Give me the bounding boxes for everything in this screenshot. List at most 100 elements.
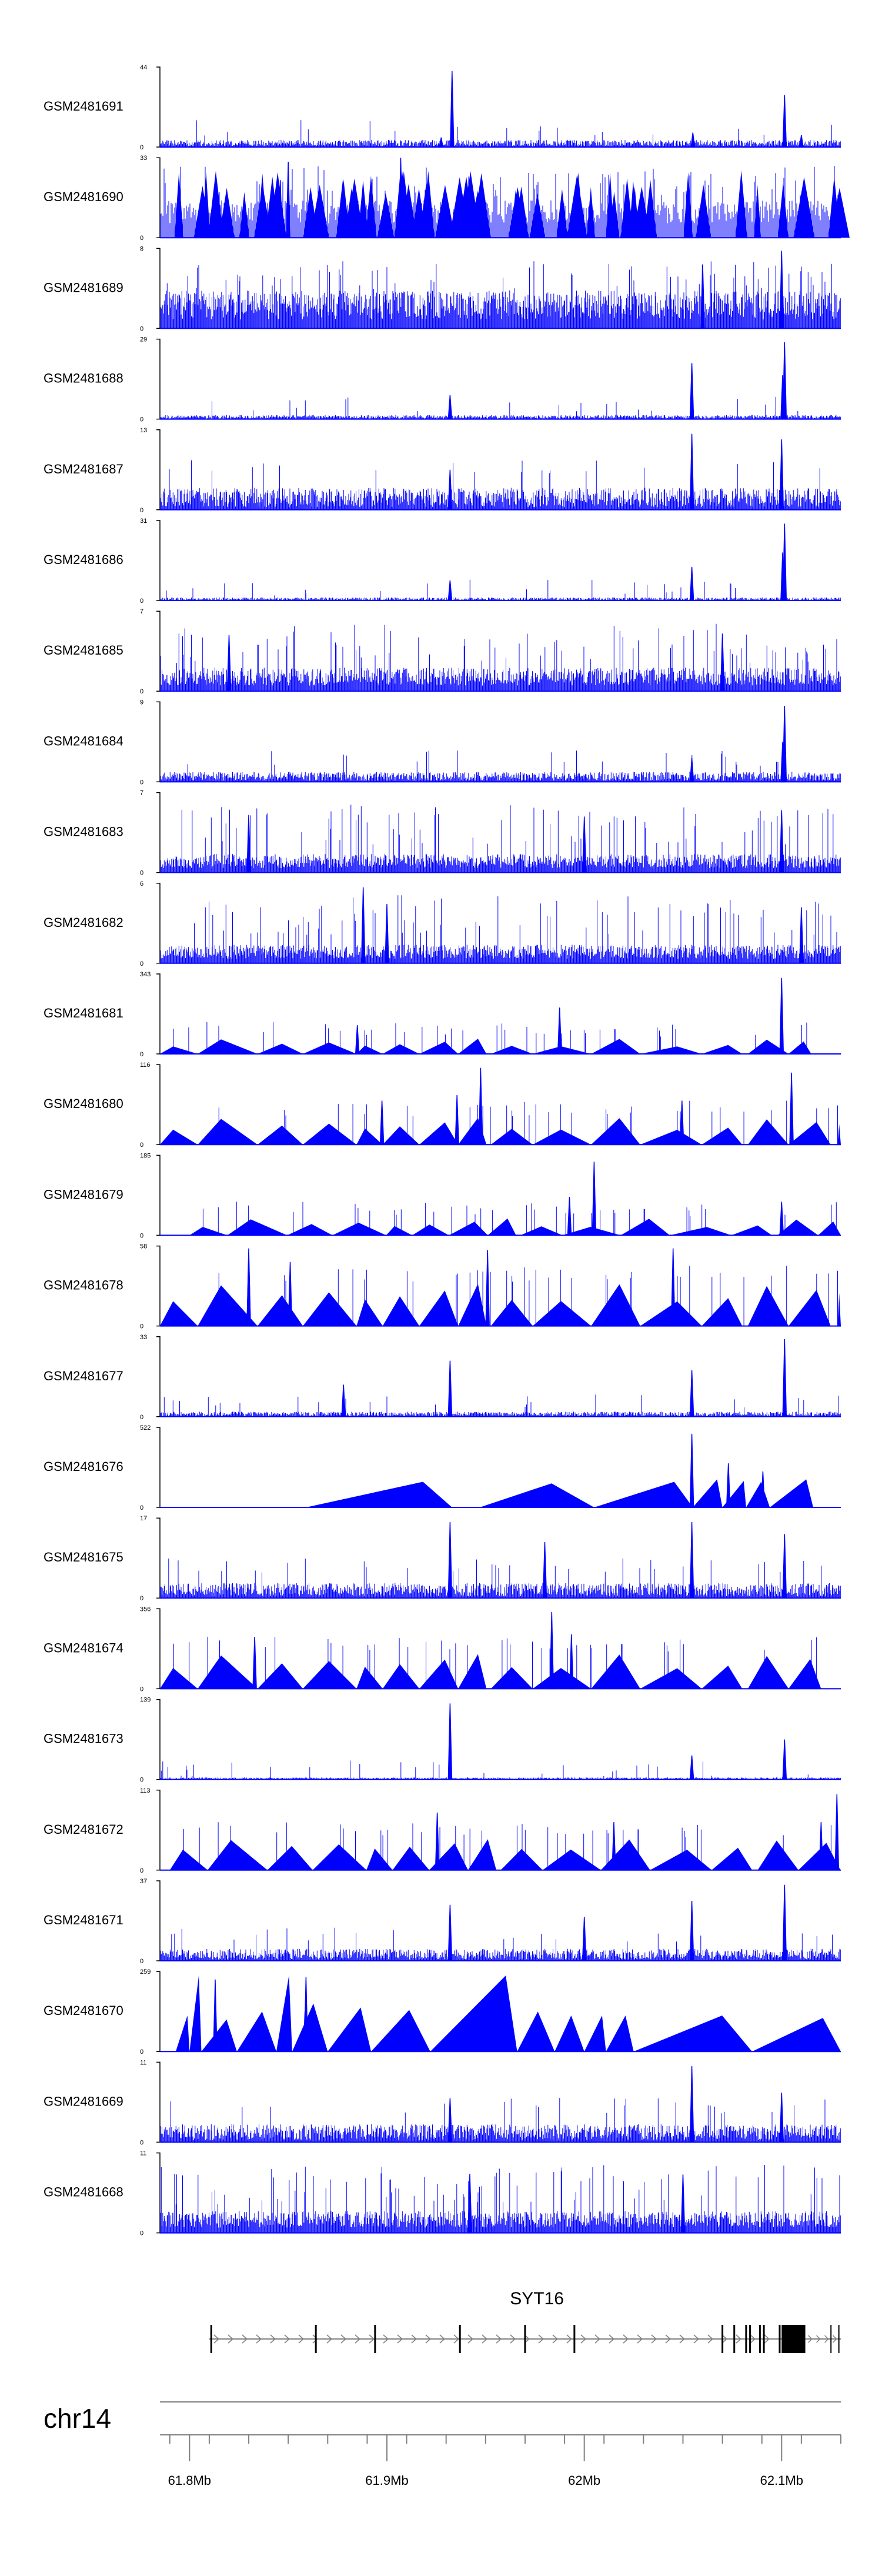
track-GSM2481676: GSM2481676 522 0	[44, 1424, 841, 1511]
track-ymin-label: 0	[140, 598, 143, 605]
track-ymax-label: 13	[140, 427, 147, 434]
track-y-axis	[156, 66, 161, 148]
exon-block	[781, 2325, 806, 2353]
signal-triangles	[160, 1117, 841, 1145]
strand-chevrons	[213, 2334, 837, 2344]
track-ymax-label: 11	[140, 2059, 146, 2066]
track-label: GSM2481680	[44, 1096, 123, 1111]
track-y-axis	[156, 792, 161, 873]
track-GSM2481686: GSM2481686 31 0	[44, 518, 841, 605]
track-ymax-label: 356	[140, 1606, 151, 1613]
signal-segments	[175, 1976, 841, 2052]
track-label: GSM2481686	[44, 552, 123, 567]
track-ymax-label: 113	[140, 1787, 151, 1794]
exon	[524, 2325, 526, 2353]
track-label: GSM2481673	[44, 1731, 123, 1746]
track-label: GSM2481668	[44, 2185, 123, 2200]
gene-model-syt16: SYT16	[209, 2289, 841, 2353]
track-GSM2481671: GSM2481671 37 0	[44, 1878, 841, 1965]
exon	[459, 2325, 461, 2353]
signal-bars	[160, 2165, 841, 2233]
track-ymax-label: 37	[140, 1878, 147, 1885]
signal-triangles	[169, 1839, 841, 1870]
track-signal	[160, 251, 841, 329]
track-label: GSM2481691	[44, 99, 123, 114]
track-label: GSM2481685	[44, 643, 123, 658]
track-label: GSM2481671	[44, 1913, 123, 1927]
signal-spikes	[183, 1822, 837, 1870]
track-ymin-label: 0	[140, 1323, 143, 1330]
track-GSM2481668: GSM2481668 11 0	[44, 2150, 841, 2237]
signal-spikes	[173, 1637, 817, 1689]
track-ymin-label: 0	[140, 2048, 143, 2056]
track-label: GSM2481687	[44, 462, 123, 476]
track-signal	[169, 1794, 841, 1871]
track-signal	[160, 887, 841, 964]
track-GSM2481672: GSM2481672 113 0	[44, 1787, 841, 1874]
track-GSM2481688: GSM2481688 29 0	[44, 336, 841, 423]
track-GSM2481674: GSM2481674 356 0	[44, 1606, 841, 1693]
track-ymin-label: 0	[140, 2230, 143, 2237]
track-signal	[189, 1162, 841, 1236]
chromosome-label: chr14	[44, 2403, 111, 2434]
signal-tracks: GSM2481691440GSM2481690330GSM248168980GS…	[44, 64, 850, 2237]
track-GSM2481675: GSM2481675 17 0	[44, 1515, 841, 1602]
track-ymax-label: 9	[140, 699, 143, 706]
track-ymin-label: 0	[140, 779, 143, 786]
signal-bars	[160, 1927, 841, 1961]
track-y-axis	[156, 1517, 161, 1599]
signal-triangles	[160, 1654, 821, 1689]
track-label: GSM2481676	[44, 1459, 123, 1474]
signal-bars	[160, 120, 841, 147]
track-GSM2481670: GSM2481670 259 0	[44, 1968, 841, 2056]
track-label: GSM2481670	[44, 2003, 123, 2018]
track-GSM2481681: GSM2481681 343 0	[44, 971, 841, 1058]
track-ymin-label: 0	[140, 1051, 143, 1058]
track-GSM2481689: GSM2481689 8 0	[44, 245, 841, 332]
signal-bars	[160, 750, 841, 782]
exon	[779, 2325, 781, 2353]
track-y-axis	[156, 1336, 161, 1417]
axis-tick-label: 62.1Mb	[760, 2473, 803, 2488]
track-GSM2481673: GSM2481673 139 0	[44, 1697, 841, 1784]
exon	[573, 2325, 576, 2353]
track-GSM2481691: GSM2481691 44 0	[44, 64, 841, 151]
track-y-axis	[156, 973, 161, 1055]
track-y-axis	[156, 1427, 161, 1508]
track-ymin-label: 0	[140, 144, 143, 151]
track-y-axis	[156, 701, 161, 783]
exon	[763, 2325, 765, 2353]
exon	[830, 2325, 832, 2353]
track-y-axis	[156, 1699, 161, 1780]
track-ymin-label: 0	[140, 1777, 143, 1784]
track-ymin-label: 0	[140, 688, 143, 695]
gene-name: SYT16	[510, 2289, 564, 2308]
exon	[745, 2325, 747, 2353]
track-ymax-label: 31	[140, 518, 147, 525]
signal-spikes	[173, 1022, 807, 1054]
track-y-axis	[156, 248, 161, 329]
track-ymax-label: 7	[140, 790, 143, 797]
signal-spikes	[218, 1100, 838, 1145]
track-label: GSM2481682	[44, 915, 123, 930]
track-label: GSM2481683	[44, 825, 123, 839]
track-label: GSM2481684	[44, 733, 123, 748]
signal-spikes	[218, 1266, 838, 1326]
signal-bars	[160, 2098, 841, 2143]
track-label: GSM2481688	[44, 371, 123, 386]
track-signal	[160, 1521, 841, 1599]
exon	[315, 2325, 317, 2353]
track-y-axis	[156, 610, 161, 692]
track-ymax-label: 343	[140, 971, 151, 978]
axis-tick-label: 62Mb	[568, 2473, 600, 2488]
track-ymin-label: 0	[140, 507, 143, 514]
signal-bars	[160, 261, 841, 329]
track-y-axis	[156, 1608, 161, 1690]
track-GSM2481690: GSM2481690 33 0	[44, 155, 850, 242]
track-ymin-label: 0	[140, 325, 143, 332]
signal-bars	[160, 1559, 841, 1599]
track-y-axis	[156, 1154, 161, 1236]
track-ymax-label: 139	[140, 1697, 151, 1704]
track-y-axis	[156, 2152, 161, 2234]
